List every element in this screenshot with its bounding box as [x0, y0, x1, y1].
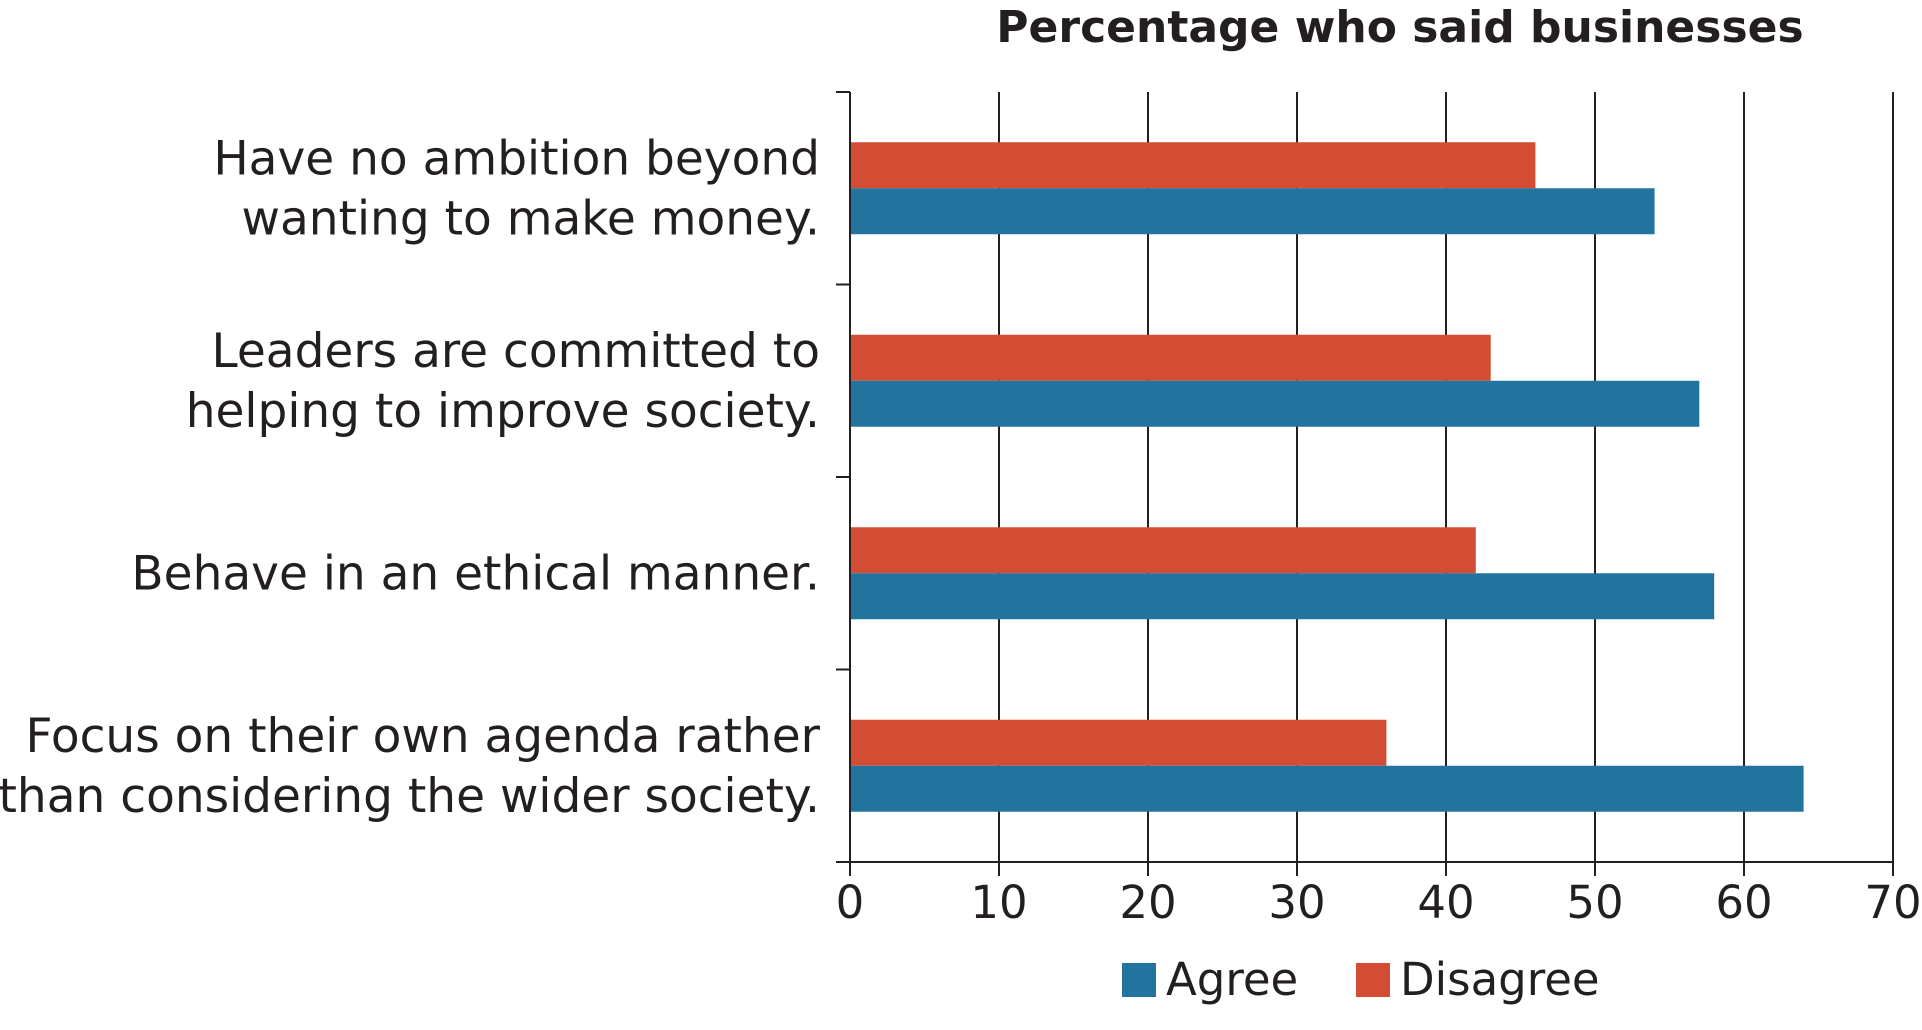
legend-swatch: [1122, 963, 1156, 997]
legend: Agree Disagree: [1122, 953, 1600, 1006]
x-tick-label: 60: [1715, 876, 1772, 929]
chart-title: Percentage who said businesses: [996, 2, 1803, 53]
category-label: Have no ambition beyond: [213, 131, 820, 186]
axes: [836, 91, 1894, 876]
legend-label: Agree: [1166, 953, 1298, 1006]
legend-swatch: [1356, 963, 1390, 997]
x-axis-tick-labels: 0 10 20 30 40 50 60 70: [836, 876, 1922, 929]
bar-disagree: [850, 334, 1491, 381]
x-tick-label: 10: [970, 876, 1027, 929]
bar-disagree: [850, 527, 1476, 574]
legend-label: Disagree: [1400, 953, 1600, 1006]
bar-agree: [850, 188, 1655, 235]
x-tick-label: 50: [1566, 876, 1623, 929]
category-label: Behave in an ethical manner.: [131, 546, 820, 601]
bar-agree: [850, 380, 1700, 427]
bar-agree: [850, 573, 1715, 620]
x-tick-label: 40: [1417, 876, 1474, 929]
x-tick-label: 0: [836, 876, 865, 929]
x-tick-label: 30: [1268, 876, 1325, 929]
bar-disagree: [850, 719, 1387, 766]
bar-disagree: [850, 142, 1536, 189]
category-label: Leaders are committed to: [212, 324, 820, 379]
bars: [850, 142, 1804, 812]
bar-agree: [850, 765, 1804, 812]
category-label: wanting to make money.: [242, 191, 820, 246]
category-label: Focus on their own agenda rather: [25, 709, 820, 764]
category-label: than considering the wider society.: [0, 769, 820, 824]
category-label: helping to improve society.: [186, 384, 820, 439]
x-tick-label: 20: [1119, 876, 1176, 929]
x-tick-label: 70: [1864, 876, 1921, 929]
